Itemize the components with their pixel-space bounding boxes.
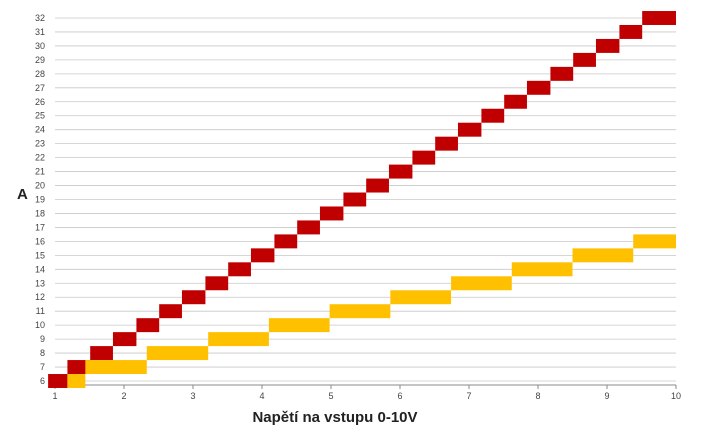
- x-tick-label: 7: [466, 391, 471, 401]
- y-tick-label: 15: [35, 250, 45, 260]
- red-step: [619, 24, 643, 39]
- red-step: [366, 178, 389, 193]
- y-tick-label: 32: [35, 13, 45, 23]
- y-tick-label: 14: [35, 264, 45, 274]
- y-tick-label: 6: [40, 376, 45, 386]
- y-tick-label: 30: [35, 41, 45, 51]
- y-tick-label: 20: [35, 181, 45, 191]
- yellow-step: [329, 304, 391, 319]
- x-tick-label: 8: [535, 391, 540, 401]
- y-tick-label: 29: [35, 55, 45, 65]
- yellow-step: [633, 234, 676, 249]
- y-tick-label: 27: [35, 83, 45, 93]
- x-tick-label: 9: [604, 391, 609, 401]
- red-step: [642, 11, 676, 25]
- y-tick-label: 25: [35, 111, 45, 121]
- data-marks: [48, 11, 676, 388]
- y-tick-labels: 6 7 8 9 10 11 12 13 14 15 16 17 18 19 20 21 22 23 24 25 26 27…: [35, 13, 45, 386]
- yellow-step: [208, 332, 269, 347]
- red-step: [573, 52, 596, 67]
- red-step: [205, 276, 229, 291]
- yellow-step: [146, 346, 209, 361]
- red-step: [67, 360, 91, 375]
- x-tick-label: 1: [52, 391, 57, 401]
- x-tick-label: 6: [397, 391, 402, 401]
- x-tick-label: 2: [121, 391, 126, 401]
- yellow-step: [67, 374, 86, 388]
- red-step: [48, 374, 68, 388]
- x-axis: [54, 384, 677, 389]
- red-step: [388, 164, 413, 179]
- y-tick-label: 28: [35, 69, 45, 79]
- y-tick-label: 13: [35, 278, 45, 288]
- yellow-step: [451, 276, 512, 291]
- yellow-step: [85, 360, 147, 375]
- red-step: [228, 262, 251, 277]
- y-tick-label: 18: [35, 208, 45, 218]
- y-tick-label: 26: [35, 97, 45, 107]
- red-step: [343, 192, 367, 207]
- yellow-step: [268, 318, 330, 333]
- y-tick-label: 24: [35, 125, 45, 135]
- red-step: [481, 108, 505, 123]
- y-tick-label: 8: [40, 348, 45, 358]
- y-tick-label: 17: [35, 222, 45, 232]
- y-tick-label: 12: [35, 292, 45, 302]
- red-step: [526, 80, 551, 95]
- x-tick-label: 3: [190, 391, 195, 401]
- red-step: [412, 150, 436, 165]
- x-tick-label: 5: [328, 391, 333, 401]
- y-tick-label: 7: [40, 362, 45, 372]
- red-step: [181, 290, 206, 305]
- red-step: [457, 122, 482, 137]
- y-tick-label: 23: [35, 139, 45, 149]
- y-tick-label: 16: [35, 236, 45, 246]
- y-tick-label: 10: [35, 320, 45, 330]
- red-step: [550, 66, 574, 81]
- red-step: [250, 248, 275, 263]
- y-tick-label: 9: [40, 334, 45, 344]
- red-step: [297, 220, 320, 235]
- red-step: [90, 346, 113, 361]
- yellow-step: [390, 290, 452, 305]
- red-step: [319, 206, 344, 221]
- y-tick-label: 21: [35, 167, 45, 177]
- x-tick-label: 4: [259, 391, 264, 401]
- yellow-step: [511, 262, 573, 277]
- y-tick-label: 22: [35, 153, 45, 163]
- y-tick-label: 19: [35, 195, 45, 205]
- x-tick-labels: 1 2 3 4 5 6 7 8 9 10: [52, 391, 681, 401]
- y-tick-label: 11: [36, 306, 45, 316]
- y-tick-label: 31: [35, 27, 45, 37]
- yellow-step: [572, 248, 634, 263]
- red-step: [504, 94, 527, 109]
- red-step: [136, 318, 160, 333]
- y-axis-title: A: [17, 186, 28, 203]
- red-step: [274, 234, 298, 249]
- x-axis-title: Napětí na vstupu 0-10V: [252, 409, 417, 426]
- red-step: [435, 136, 458, 151]
- x-tick-label: 10: [671, 391, 681, 401]
- red-step: [159, 304, 182, 319]
- red-step: [112, 332, 137, 347]
- red-step: [595, 38, 620, 53]
